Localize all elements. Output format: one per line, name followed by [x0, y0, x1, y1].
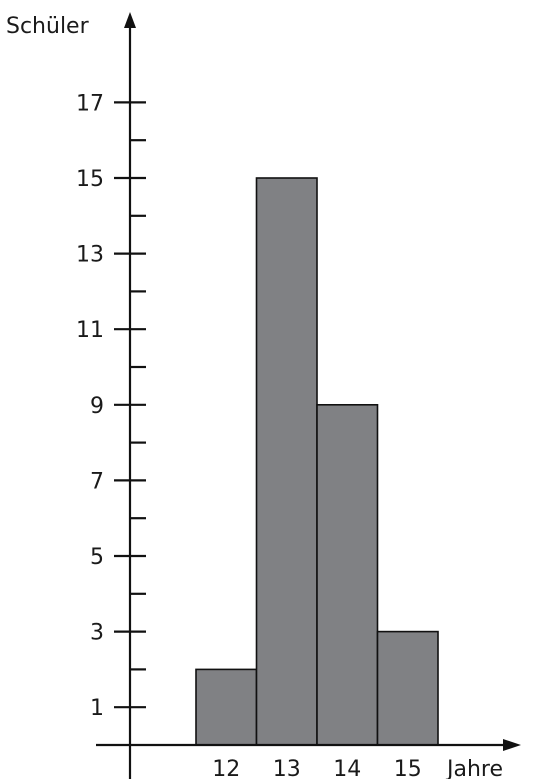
bar-13: [255, 177, 318, 746]
bar-15: [376, 630, 439, 746]
x-tick-label-12: 12: [212, 757, 240, 779]
y-tick-label-7: 7: [90, 469, 104, 494]
y-tick-label-17: 17: [76, 91, 104, 116]
y-tick-label-15: 15: [76, 167, 104, 192]
x-tick-label-14: 14: [333, 757, 361, 779]
bars-group: [195, 177, 439, 746]
x-tick-label-15: 15: [394, 757, 422, 779]
x-tick-label-13: 13: [273, 757, 301, 779]
x-axis-arrow-icon: [503, 739, 521, 751]
x-tick-labels-group: 12 13 14 15: [212, 757, 422, 779]
y-axis-arrow-icon: [124, 12, 136, 28]
y-tick-label-11: 11: [76, 318, 104, 343]
x-axis-label: Jahre: [445, 757, 503, 779]
bar-12: [195, 668, 258, 746]
y-tick-label-13: 13: [76, 243, 104, 268]
y-tick-label-5: 5: [90, 545, 104, 570]
axes-group: [96, 12, 521, 779]
y-tick-label-3: 3: [90, 621, 104, 646]
bar-14: [316, 403, 379, 746]
y-tick-label-9: 9: [90, 394, 104, 419]
y-axis-label: Schüler: [6, 14, 90, 39]
y-tick-label-1: 1: [90, 696, 104, 721]
